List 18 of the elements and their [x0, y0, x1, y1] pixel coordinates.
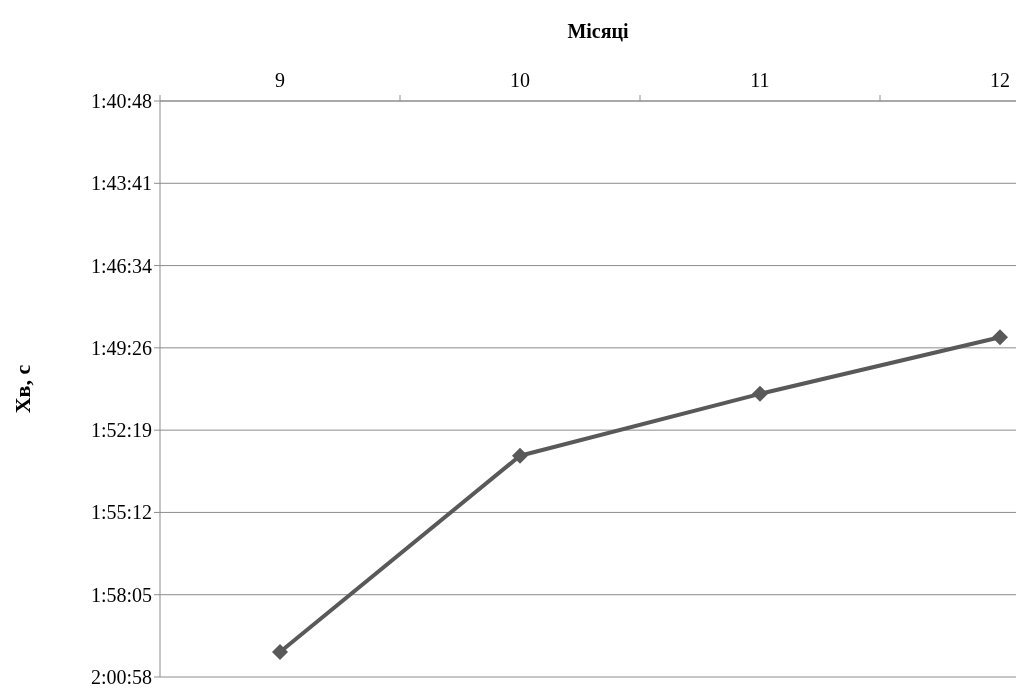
y-axis-title: Хв, с — [10, 364, 35, 414]
x-tick-label: 9 — [275, 69, 285, 91]
y-tick-label: 1:46:34 — [90, 254, 152, 277]
x-tick-label: 10 — [510, 69, 530, 91]
y-tick-label: 1:52:19 — [90, 419, 152, 442]
x-axis-title: Місяці — [567, 20, 630, 42]
point — [992, 329, 1008, 346]
y-tick-label: 1:55:12 — [90, 501, 152, 524]
point — [752, 385, 768, 402]
point — [512, 447, 528, 464]
y-tick-label: 1:40:48 — [90, 90, 152, 112]
y-tick-label: 2:00:58 — [90, 666, 152, 688]
x-tick-label: 11 — [750, 69, 770, 91]
y-tick-label: 1:43:41 — [90, 172, 152, 195]
x-tick-label: 12 — [990, 69, 1010, 91]
point — [272, 643, 288, 660]
y-tick-label: 1:49:26 — [90, 336, 152, 359]
y-tick-label: 1:58:05 — [90, 583, 152, 606]
